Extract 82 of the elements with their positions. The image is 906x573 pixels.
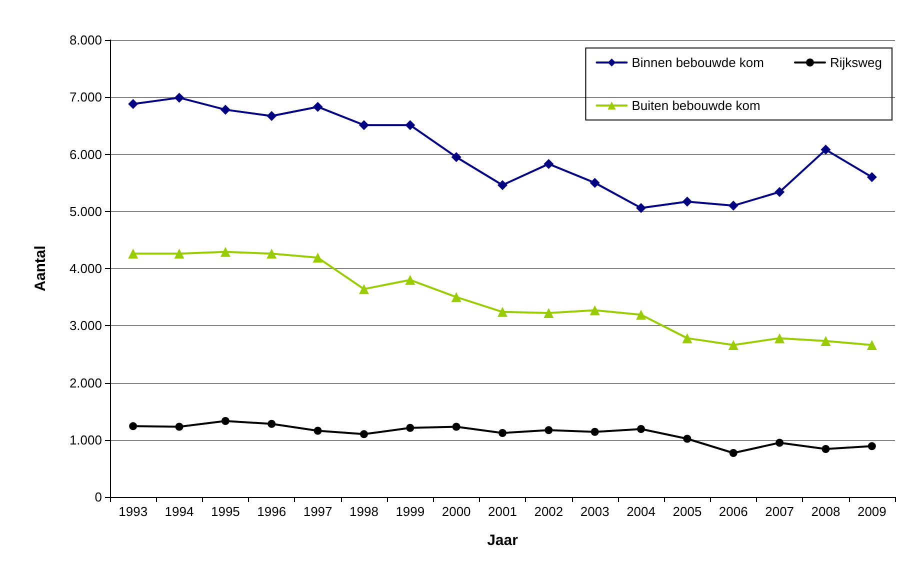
point <box>221 417 230 426</box>
y-tick-label: 3.000 <box>69 318 102 334</box>
y-tick-label: 1.000 <box>69 432 102 448</box>
x-tick-label: 2000 <box>442 504 471 519</box>
point <box>683 434 692 443</box>
x-tick-label: 1999 <box>396 504 425 519</box>
point <box>544 426 553 434</box>
point <box>452 422 460 431</box>
y-axis-title: Aantal <box>32 246 49 292</box>
point <box>175 422 184 431</box>
point <box>590 428 599 436</box>
point <box>866 340 877 350</box>
y-tick-label: 5.000 <box>69 204 102 219</box>
x-tick-label: 1997 <box>303 504 332 519</box>
legend-label: Rijksweg <box>830 55 882 70</box>
point <box>682 196 692 207</box>
x-tick-label: 1996 <box>257 504 286 519</box>
y-tick-label: 4.000 <box>69 261 102 276</box>
point <box>868 442 876 450</box>
point <box>544 158 554 169</box>
point <box>774 333 785 344</box>
x-tick-label: 2009 <box>857 504 886 519</box>
x-tick-label: 2008 <box>811 504 840 519</box>
y-tick-label: 0 <box>94 490 102 504</box>
point <box>451 292 462 302</box>
point <box>358 284 369 294</box>
x-tick-label: 1995 <box>210 504 240 519</box>
point <box>174 92 184 103</box>
x-tick-label: 2007 <box>765 504 794 519</box>
point <box>590 305 600 316</box>
y-tick-label: 7.000 <box>69 90 102 105</box>
point <box>498 306 508 317</box>
point <box>312 102 323 112</box>
point <box>776 438 784 447</box>
point <box>358 120 369 130</box>
point <box>128 248 138 259</box>
point <box>866 172 877 182</box>
point <box>728 200 738 211</box>
point <box>682 333 692 344</box>
point <box>729 449 738 458</box>
x-tick-label: 1994 <box>164 504 194 519</box>
x-tick-label: 2002 <box>534 504 564 519</box>
point <box>728 340 738 350</box>
point <box>266 248 277 259</box>
point <box>498 180 508 190</box>
x-axis-title: Jaar <box>487 532 518 549</box>
point <box>220 246 230 257</box>
point <box>820 144 831 155</box>
point <box>636 202 646 213</box>
point <box>544 308 554 318</box>
y-tick-label: 6.000 <box>69 146 102 162</box>
x-tick-label: 2005 <box>672 504 702 519</box>
point <box>128 98 138 109</box>
point <box>774 186 785 197</box>
legend-label: Binnen bebouwde kom <box>632 55 764 70</box>
x-tick-label: 2006 <box>718 504 748 519</box>
y-tick-label: 8.000 <box>69 32 102 48</box>
point <box>174 248 184 259</box>
x-tick-label: 2001 <box>488 504 517 519</box>
point <box>360 430 368 438</box>
point <box>820 336 831 346</box>
x-tick-label: 1998 <box>350 504 378 519</box>
point <box>314 426 322 435</box>
point <box>312 252 323 263</box>
legend-label: Buiten bebouwde kom <box>632 98 760 113</box>
point <box>268 420 276 428</box>
point <box>636 310 646 320</box>
point <box>406 424 414 432</box>
y-tick-label: 2.000 <box>69 375 102 390</box>
x-tick-label: 2003 <box>580 504 610 519</box>
point <box>405 274 416 285</box>
point <box>498 429 506 438</box>
point <box>405 120 416 130</box>
point <box>129 422 138 430</box>
x-tick-label: 2004 <box>626 504 656 519</box>
x-tick-label: 1993 <box>118 504 148 519</box>
point <box>590 178 600 188</box>
point <box>822 445 830 454</box>
point <box>266 110 277 121</box>
point <box>220 104 230 115</box>
point <box>637 425 646 434</box>
point <box>451 152 462 162</box>
